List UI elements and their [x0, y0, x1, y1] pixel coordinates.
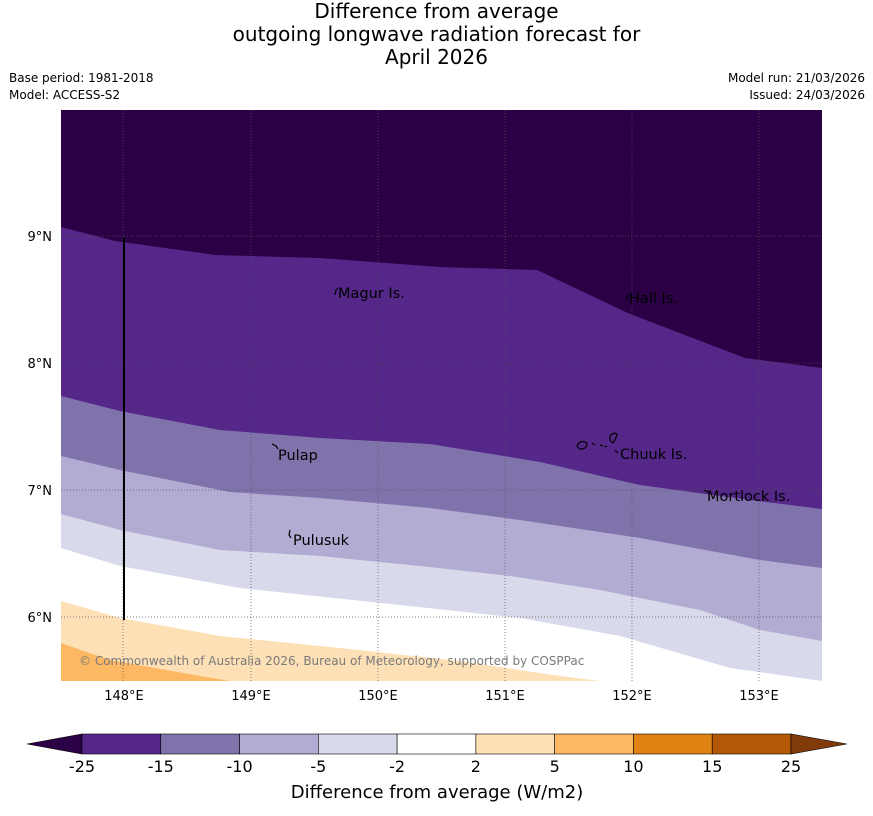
lat-label-8n: 8°N	[28, 357, 53, 372]
lon-label-152e: 152°E	[612, 689, 652, 704]
colorbar-segment	[633, 733, 713, 755]
lon-label-149e: 149°E	[231, 689, 271, 704]
model-name: Model: ACCESS-S2	[9, 88, 121, 102]
band-2-to-5	[61, 601, 600, 681]
colorbar-tick-label: 10	[623, 757, 643, 776]
colorbar-segment	[239, 733, 319, 755]
lon-label-153e: 153°E	[739, 689, 779, 704]
colorbar-low-extension	[26, 733, 83, 755]
island-mortlock	[703, 489, 709, 493]
colorbar-segment	[711, 733, 792, 755]
colorbar-tick-labels: -25 -15 -10 -5 -2 2 5 10 15 25	[69, 757, 801, 776]
colorbar-tick-label: -10	[226, 757, 252, 776]
colorbar-segment	[554, 733, 634, 755]
label-chuuk: Chuuk Is.	[620, 447, 687, 463]
colorbar-tick-label: -15	[148, 757, 174, 776]
lat-axis: 9°N 8°N 7°N 6°N	[28, 230, 53, 626]
island-chuuk	[576, 432, 619, 454]
colorbar-title: Difference from average (W/m2)	[291, 782, 583, 803]
colorbar-tick-label: 15	[702, 757, 722, 776]
colorbar-segment	[475, 733, 555, 755]
colorbar-tick-label: -2	[389, 757, 405, 776]
lat-label-7n: 7°N	[28, 484, 53, 499]
label-mortlock: Mortlock Is.	[707, 489, 790, 505]
island-pulusuk	[288, 529, 292, 539]
island-magur	[334, 287, 339, 296]
graticule	[61, 110, 822, 681]
label-hall: Hall Is.	[629, 291, 678, 307]
island-hall	[626, 293, 629, 301]
lon-axis: 148°E 149°E 150°E 151°E 152°E 153°E	[104, 689, 779, 704]
lon-label-150e: 150°E	[358, 689, 398, 704]
label-magur: Magur Is.	[338, 286, 405, 302]
title-line-1: Difference from average	[314, 0, 559, 23]
colorbar-tick-label: 2	[471, 757, 481, 776]
colorbar-segment	[396, 733, 477, 755]
colorbar-segment	[160, 733, 240, 755]
colorbar-tick-label: -25	[69, 757, 95, 776]
title-line-3: April 2026	[385, 45, 488, 69]
colorbar-high-extension	[790, 733, 848, 755]
island-pulap	[271, 443, 279, 450]
lat-label-9n: 9°N	[28, 230, 53, 245]
model-run: Model run: 21/03/2026	[727, 71, 865, 85]
colorbar-segment	[318, 733, 398, 755]
colorbar-segments	[81, 733, 792, 755]
colorbar-segment	[81, 733, 162, 755]
band-5-to-10	[61, 643, 230, 681]
issued-date: Issued: 24/03/2026	[749, 88, 865, 102]
place-labels: Magur Is. Hall Is. Pulap Chuuk Is. Mortl…	[278, 286, 790, 549]
base-period: Base period: 1981-2018	[9, 71, 154, 85]
map-area: Magur Is. Hall Is. Pulap Chuuk Is. Mortl…	[61, 110, 822, 681]
lon-label-151e: 151°E	[485, 689, 525, 704]
islands	[271, 287, 709, 539]
title-line-2: outgoing longwave radiation forecast for	[232, 22, 641, 46]
colorbar-tick-label: 25	[781, 757, 801, 776]
colorbar-tick-label: 5	[550, 757, 560, 776]
lat-label-6n: 6°N	[28, 611, 53, 626]
label-pulusuk: Pulusuk	[293, 533, 350, 549]
colorbar: -25 -15 -10 -5 -2 2 5 10 15 25 Difference from av…	[26, 733, 848, 803]
colorbar-tick-label: -5	[310, 757, 326, 776]
lon-label-148e: 148°E	[104, 689, 144, 704]
label-pulap: Pulap	[278, 448, 318, 464]
copyright-text: © Commonwealth of Australia 2026, Bureau…	[79, 654, 584, 668]
